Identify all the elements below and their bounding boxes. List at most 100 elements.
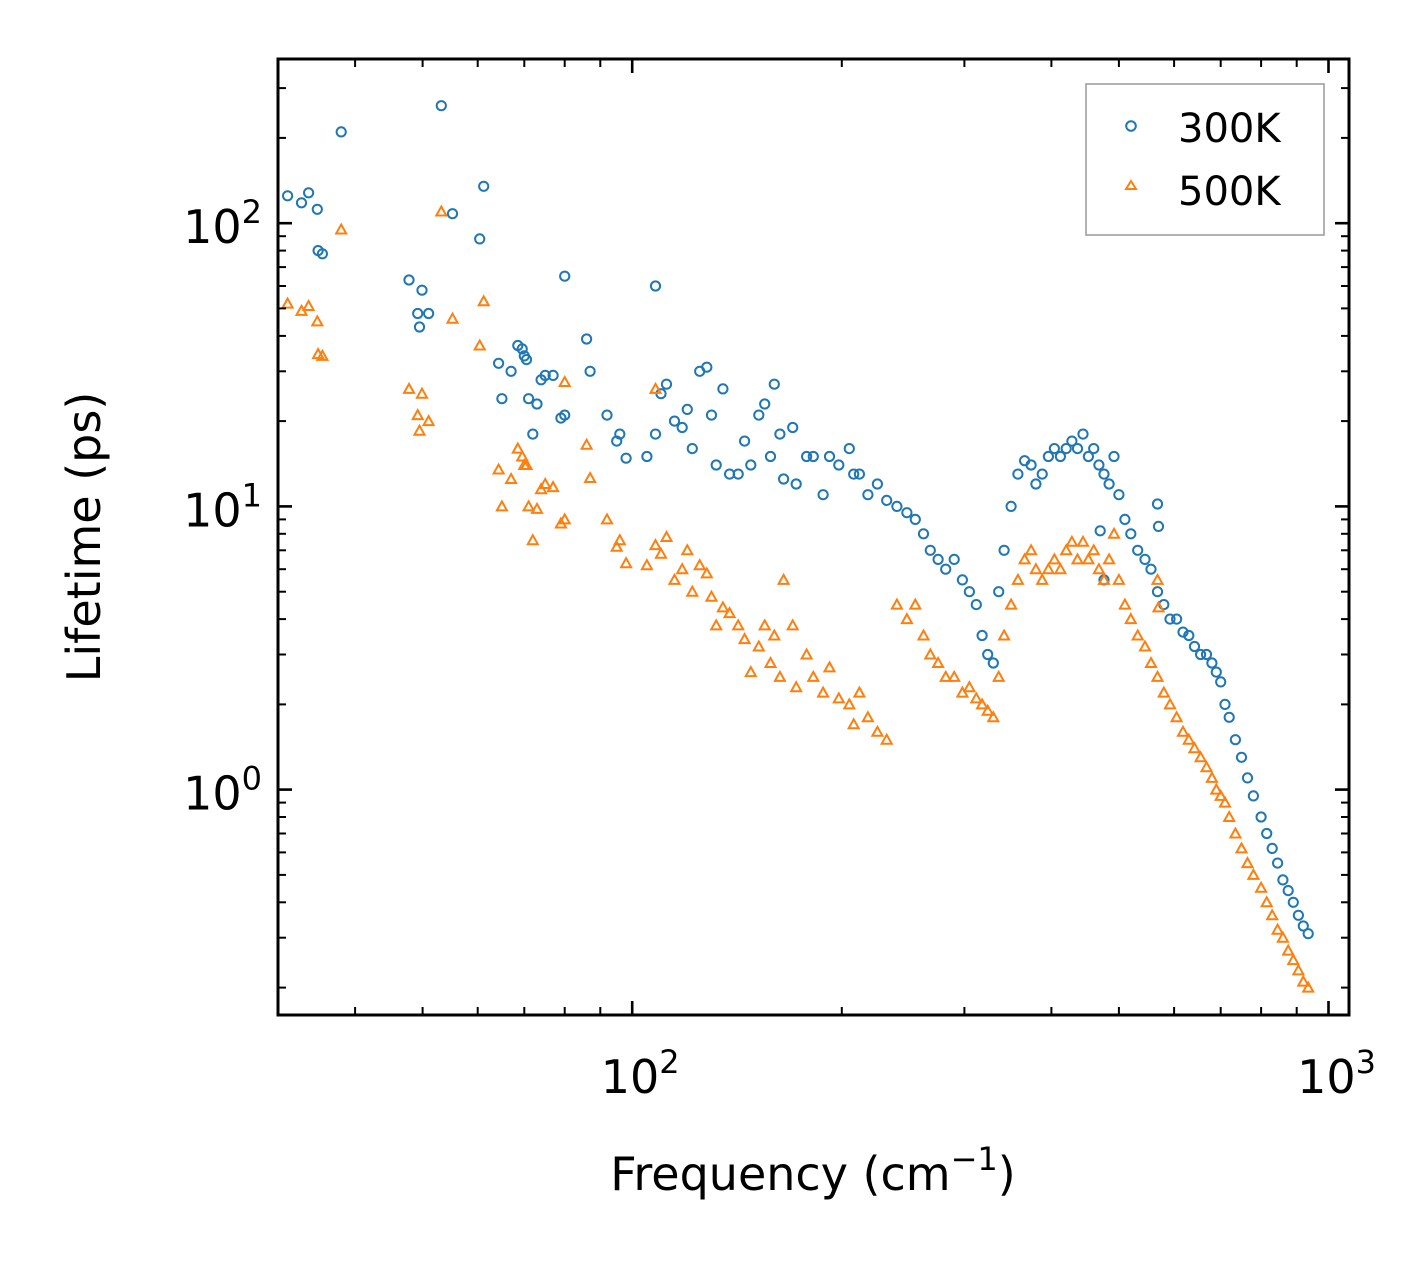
plot-frame — [276, 57, 1351, 1017]
point-300k-71 — [853, 468, 866, 480]
point-500k-5 — [315, 348, 330, 361]
point-500k-103 — [1076, 534, 1090, 547]
point-300k-89 — [993, 586, 1005, 598]
point-500k-100 — [1059, 543, 1073, 556]
point-500k-111 — [1118, 597, 1132, 610]
point-300k-86 — [976, 629, 988, 642]
point-500k-18 — [491, 462, 506, 475]
point-500k-32 — [558, 512, 572, 525]
point-300k-17 — [649, 280, 662, 292]
point-500k-139 — [1281, 943, 1295, 956]
point-500k-68 — [832, 691, 846, 704]
x-tick-label-2: 102 — [601, 1043, 680, 1104]
point-500k-39 — [640, 558, 654, 571]
point-300k-14 — [474, 233, 486, 245]
point-300k-49 — [705, 409, 718, 421]
point-500k-15 — [477, 294, 491, 307]
point-300k-119 — [1171, 613, 1183, 625]
point-500k-117 — [1157, 685, 1171, 698]
point-300k-91 — [1005, 500, 1017, 512]
point-500k-92 — [1011, 572, 1025, 585]
point-300k-138 — [1277, 874, 1289, 886]
point-500k-12 — [434, 204, 448, 217]
point-500k-85 — [969, 691, 983, 704]
y-tick-label-1: 101 — [183, 476, 262, 537]
point-500k-107 — [1097, 572, 1111, 585]
point-500k-22 — [515, 449, 529, 462]
y-tick-label-2: 102 — [183, 193, 262, 254]
point-300k-56 — [753, 409, 765, 421]
point-500k-145 — [1151, 600, 1166, 613]
point-500k-78 — [916, 628, 931, 641]
point-500k-9 — [412, 423, 427, 436]
point-300k-37 — [614, 428, 626, 440]
point-500k-116 — [1150, 669, 1165, 682]
point-500k-108 — [1102, 552, 1116, 565]
point-500k-76 — [900, 612, 914, 625]
point-500k-8 — [411, 408, 425, 421]
point-300k-20 — [505, 365, 517, 377]
x-axis-title: Frequency (cm−1) — [610, 1140, 1015, 1201]
point-300k-94 — [1025, 459, 1037, 471]
point-300k-2 — [303, 187, 315, 199]
point-500k-124 — [1199, 760, 1214, 773]
legend-box — [1085, 83, 1325, 236]
legend: 300K 500K — [1085, 83, 1325, 236]
point-300k-133 — [1247, 790, 1260, 802]
point-500k-123 — [1193, 750, 1208, 763]
point-300k-100 — [1060, 443, 1072, 455]
point-300k-53 — [732, 468, 744, 480]
point-300k-15 — [478, 180, 490, 192]
point-500k-59 — [767, 628, 781, 641]
legend-label-500k: 500K — [1178, 169, 1282, 215]
point-500k-102 — [1070, 552, 1085, 565]
point-300k-113 — [1132, 544, 1144, 556]
point-300k-67 — [823, 450, 836, 463]
point-300k-60 — [774, 428, 786, 440]
point-500k-72 — [861, 710, 875, 723]
point-300k-51 — [717, 383, 729, 395]
point-500k-73 — [870, 724, 885, 737]
point-300k-103 — [1077, 428, 1089, 440]
point-300k-54 — [739, 435, 751, 447]
point-500k-133 — [1246, 867, 1261, 880]
point-300k-110 — [1113, 489, 1125, 501]
point-500k-137 — [1270, 922, 1285, 935]
point-300k-79 — [924, 544, 936, 556]
point-300k-101 — [1066, 435, 1078, 447]
point-300k-137 — [1272, 857, 1284, 869]
point-300k-120 — [1177, 626, 1189, 638]
point-500k-134 — [1254, 880, 1268, 893]
point-300k-83 — [956, 574, 969, 586]
point-500k-13 — [445, 311, 460, 324]
point-500k-20 — [504, 471, 518, 484]
point-500k-112 — [1124, 612, 1138, 625]
point-300k-11 — [423, 307, 435, 320]
point-500k-95 — [1029, 562, 1043, 575]
point-500k-87 — [981, 703, 995, 716]
point-300k-66 — [817, 489, 829, 501]
point-500k-33 — [579, 437, 594, 450]
point-500k-56 — [752, 639, 766, 652]
series-500k — [280, 204, 1315, 993]
point-500k-97 — [1041, 562, 1056, 575]
point-500k-81 — [939, 669, 953, 682]
point-500k-138 — [1276, 930, 1290, 943]
point-500k-17 — [648, 381, 663, 394]
point-300k-114 — [1139, 553, 1151, 566]
point-300k-140 — [1287, 896, 1299, 908]
point-500k-43 — [667, 572, 682, 585]
point-500k-127 — [1214, 788, 1228, 801]
point-300k-141 — [1292, 909, 1305, 921]
point-300k-135 — [1261, 827, 1273, 840]
point-300k-78 — [917, 528, 930, 540]
point-300k-3 — [311, 203, 323, 215]
x-tick-labels: 102 103 — [601, 1043, 1376, 1104]
point-500k-51 — [716, 600, 730, 613]
point-500k-129 — [1222, 809, 1236, 822]
point-300k-32 — [559, 409, 571, 421]
point-300k-125 — [1206, 657, 1218, 669]
point-500k-130 — [1228, 826, 1243, 839]
point-500k-101 — [1065, 534, 1079, 547]
